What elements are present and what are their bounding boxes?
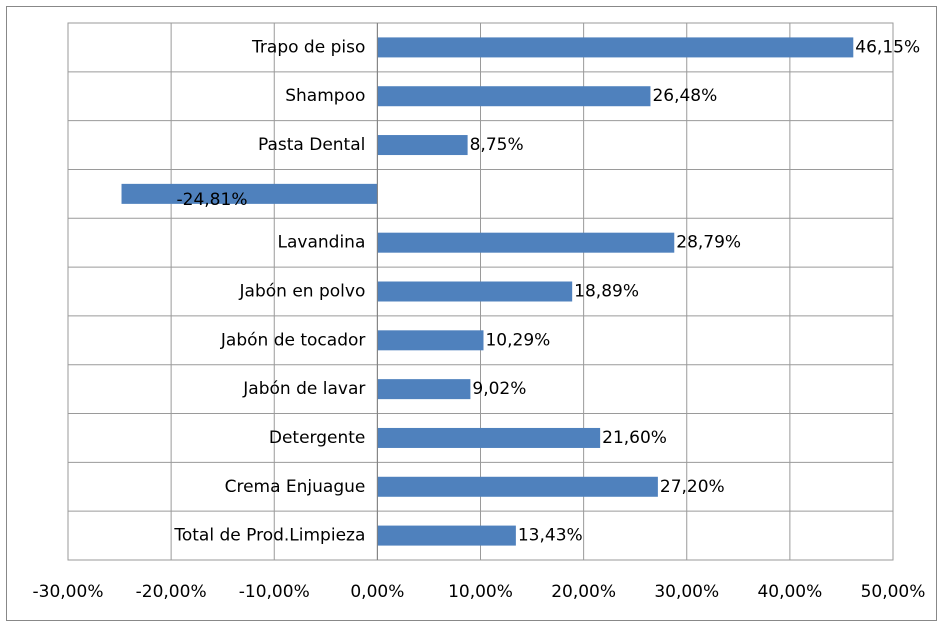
bar	[377, 476, 658, 497]
y-tick-label: Detergente	[269, 428, 366, 448]
y-tick-label: Trapo de piso	[251, 37, 365, 57]
data-label: -24,81%	[177, 190, 248, 210]
y-tick-label: Jabón en polvo	[239, 282, 366, 302]
data-label: 27,20%	[660, 477, 725, 497]
data-label: 8,75%	[470, 135, 524, 155]
bar	[377, 281, 573, 302]
x-tick-label: 30,00%	[654, 582, 719, 602]
y-tick-label: Lavandina	[278, 233, 366, 253]
bar	[377, 330, 484, 351]
x-tick-label: 20,00%	[551, 582, 616, 602]
data-label: 9,02%	[472, 379, 526, 399]
data-label: 26,48%	[652, 86, 717, 106]
y-tick-label: Jabón de tocador	[220, 330, 365, 350]
x-tick-label: -30,00%	[33, 582, 104, 602]
bar	[377, 86, 651, 107]
x-tick-label: -10,00%	[239, 582, 310, 602]
x-tick-label: 40,00%	[757, 582, 822, 602]
data-label: 28,79%	[676, 233, 741, 253]
y-tick-label: Shampoo	[285, 86, 365, 106]
data-label: 18,89%	[574, 282, 639, 302]
bar	[377, 379, 471, 400]
y-tick-label: Total de Prod.Limpieza	[173, 526, 365, 546]
bar	[121, 183, 378, 204]
y-tick-label: Crema Enjuague	[225, 477, 366, 497]
chart-border	[6, 6, 937, 621]
data-label: 21,60%	[602, 428, 667, 448]
bar	[377, 135, 468, 156]
data-label: 46,15%	[855, 37, 920, 57]
y-tick-label: Pasta Dental	[258, 135, 365, 155]
bar	[377, 37, 854, 58]
y-tick-label: Jabón de lavar	[242, 379, 365, 399]
bar	[377, 232, 675, 253]
data-label: 13,43%	[518, 526, 583, 546]
bar	[377, 427, 601, 448]
bar	[377, 525, 516, 546]
x-tick-label: -20,00%	[136, 582, 207, 602]
x-tick-label: 50,00%	[861, 582, 926, 602]
data-label: 10,29%	[485, 330, 550, 350]
x-tick-label: 0,00%	[350, 582, 404, 602]
x-tick-label: 10,00%	[448, 582, 513, 602]
